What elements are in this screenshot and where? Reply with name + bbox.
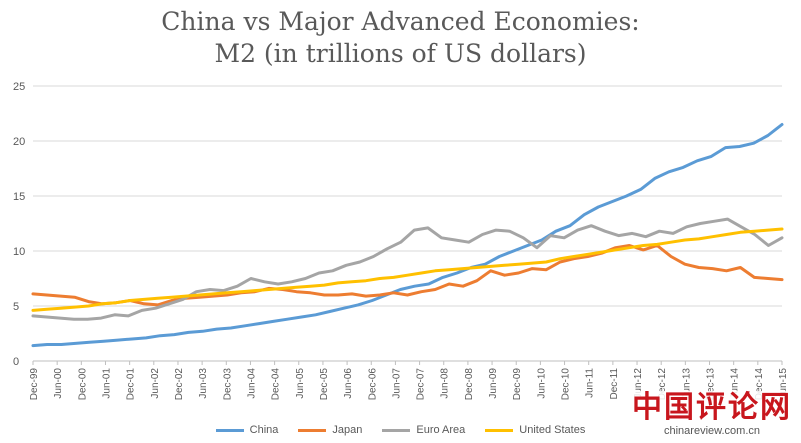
x-tick-label: Jun-06 xyxy=(343,368,354,399)
legend-label: China xyxy=(249,424,279,436)
legend-item-euro-area: Euro Area xyxy=(382,424,465,436)
x-tick-label: Jun-15 xyxy=(778,368,789,399)
x-tick-label: Dec-09 xyxy=(512,368,523,401)
series-line-euro-area xyxy=(31,217,784,321)
x-tick-label: Dec-14 xyxy=(754,368,765,401)
x-tick-label: Dec-01 xyxy=(126,368,137,401)
x-tick-label: Dec-11 xyxy=(609,368,620,400)
x-tick-label: Jun-04 xyxy=(246,368,257,399)
x-tick-label: Dec-08 xyxy=(464,368,475,401)
x-tick-label: Dec-10 xyxy=(561,368,572,401)
x-tick-label: Dec-13 xyxy=(706,368,717,401)
chart-legend: China Japan Euro Area United States xyxy=(0,424,801,436)
watermark-logo: 中国评论网 xyxy=(629,391,795,425)
chart-title-line1: China vs Major Advanced Economies: xyxy=(161,7,640,36)
x-tick-label: Jun-12 xyxy=(633,368,644,399)
y-tick-label: 15 xyxy=(13,191,25,203)
y-tick-label: 10 xyxy=(13,246,25,258)
x-tick-label: Dec-05 xyxy=(319,368,330,401)
legend-swatch xyxy=(298,428,327,432)
legend-swatch xyxy=(382,428,411,432)
x-tick-label: Dec-00 xyxy=(77,368,88,401)
y-tick-label: 25 xyxy=(13,81,25,93)
x-tick-label: Jun-02 xyxy=(150,368,161,399)
legend-label: Euro Area xyxy=(416,424,466,436)
x-tick-label: Jun-09 xyxy=(488,368,499,399)
x-tick-label: Dec-02 xyxy=(174,368,185,401)
legend-label: United States xyxy=(519,424,586,436)
x-tick-label: Jun-07 xyxy=(391,368,402,399)
x-tick-label: Jun-13 xyxy=(681,368,692,399)
legend-swatch xyxy=(215,428,244,432)
x-tick-label: Dec-12 xyxy=(657,368,668,401)
x-tick-label: Dec-07 xyxy=(416,368,427,401)
y-tick-label: 0 xyxy=(13,356,19,368)
x-tick-label: Dec-99 xyxy=(29,368,40,401)
x-tick-label: Jun-08 xyxy=(440,368,451,399)
chart-title: China vs Major Advanced Economies: M2 (i… xyxy=(0,6,801,70)
y-tick-label: 5 xyxy=(13,301,19,313)
x-tick-label: Jun-00 xyxy=(53,368,64,399)
x-tick-label: Dec-03 xyxy=(222,368,233,401)
legend-item-united-states: United States xyxy=(485,424,585,436)
chart-title-line2: M2 (in trillions of US dollars) xyxy=(214,39,587,68)
watermark: 中国评论网 chinareview.com.cn xyxy=(629,391,795,437)
legend-item-japan: Japan xyxy=(298,424,362,436)
x-tick-label: Jun-01 xyxy=(101,368,112,399)
x-tick-label: Jun-05 xyxy=(295,368,306,399)
x-tick-label: Jun-14 xyxy=(730,368,741,399)
series-line-china xyxy=(31,123,784,348)
x-tick-label: Jun-10 xyxy=(536,368,547,399)
x-tick-label: Jun-11 xyxy=(585,368,596,398)
x-tick-label: Dec-06 xyxy=(367,368,378,401)
x-tick-label: Dec-04 xyxy=(271,368,282,401)
legend-label: Japan xyxy=(332,424,363,436)
series-line-united-states xyxy=(31,227,784,312)
watermark-url: chinareview.com.cn xyxy=(629,425,795,437)
y-tick-label: 20 xyxy=(13,136,25,148)
x-tick-label: Jun-03 xyxy=(198,368,209,399)
legend-swatch xyxy=(485,428,514,432)
legend-item-china: China xyxy=(215,424,279,436)
